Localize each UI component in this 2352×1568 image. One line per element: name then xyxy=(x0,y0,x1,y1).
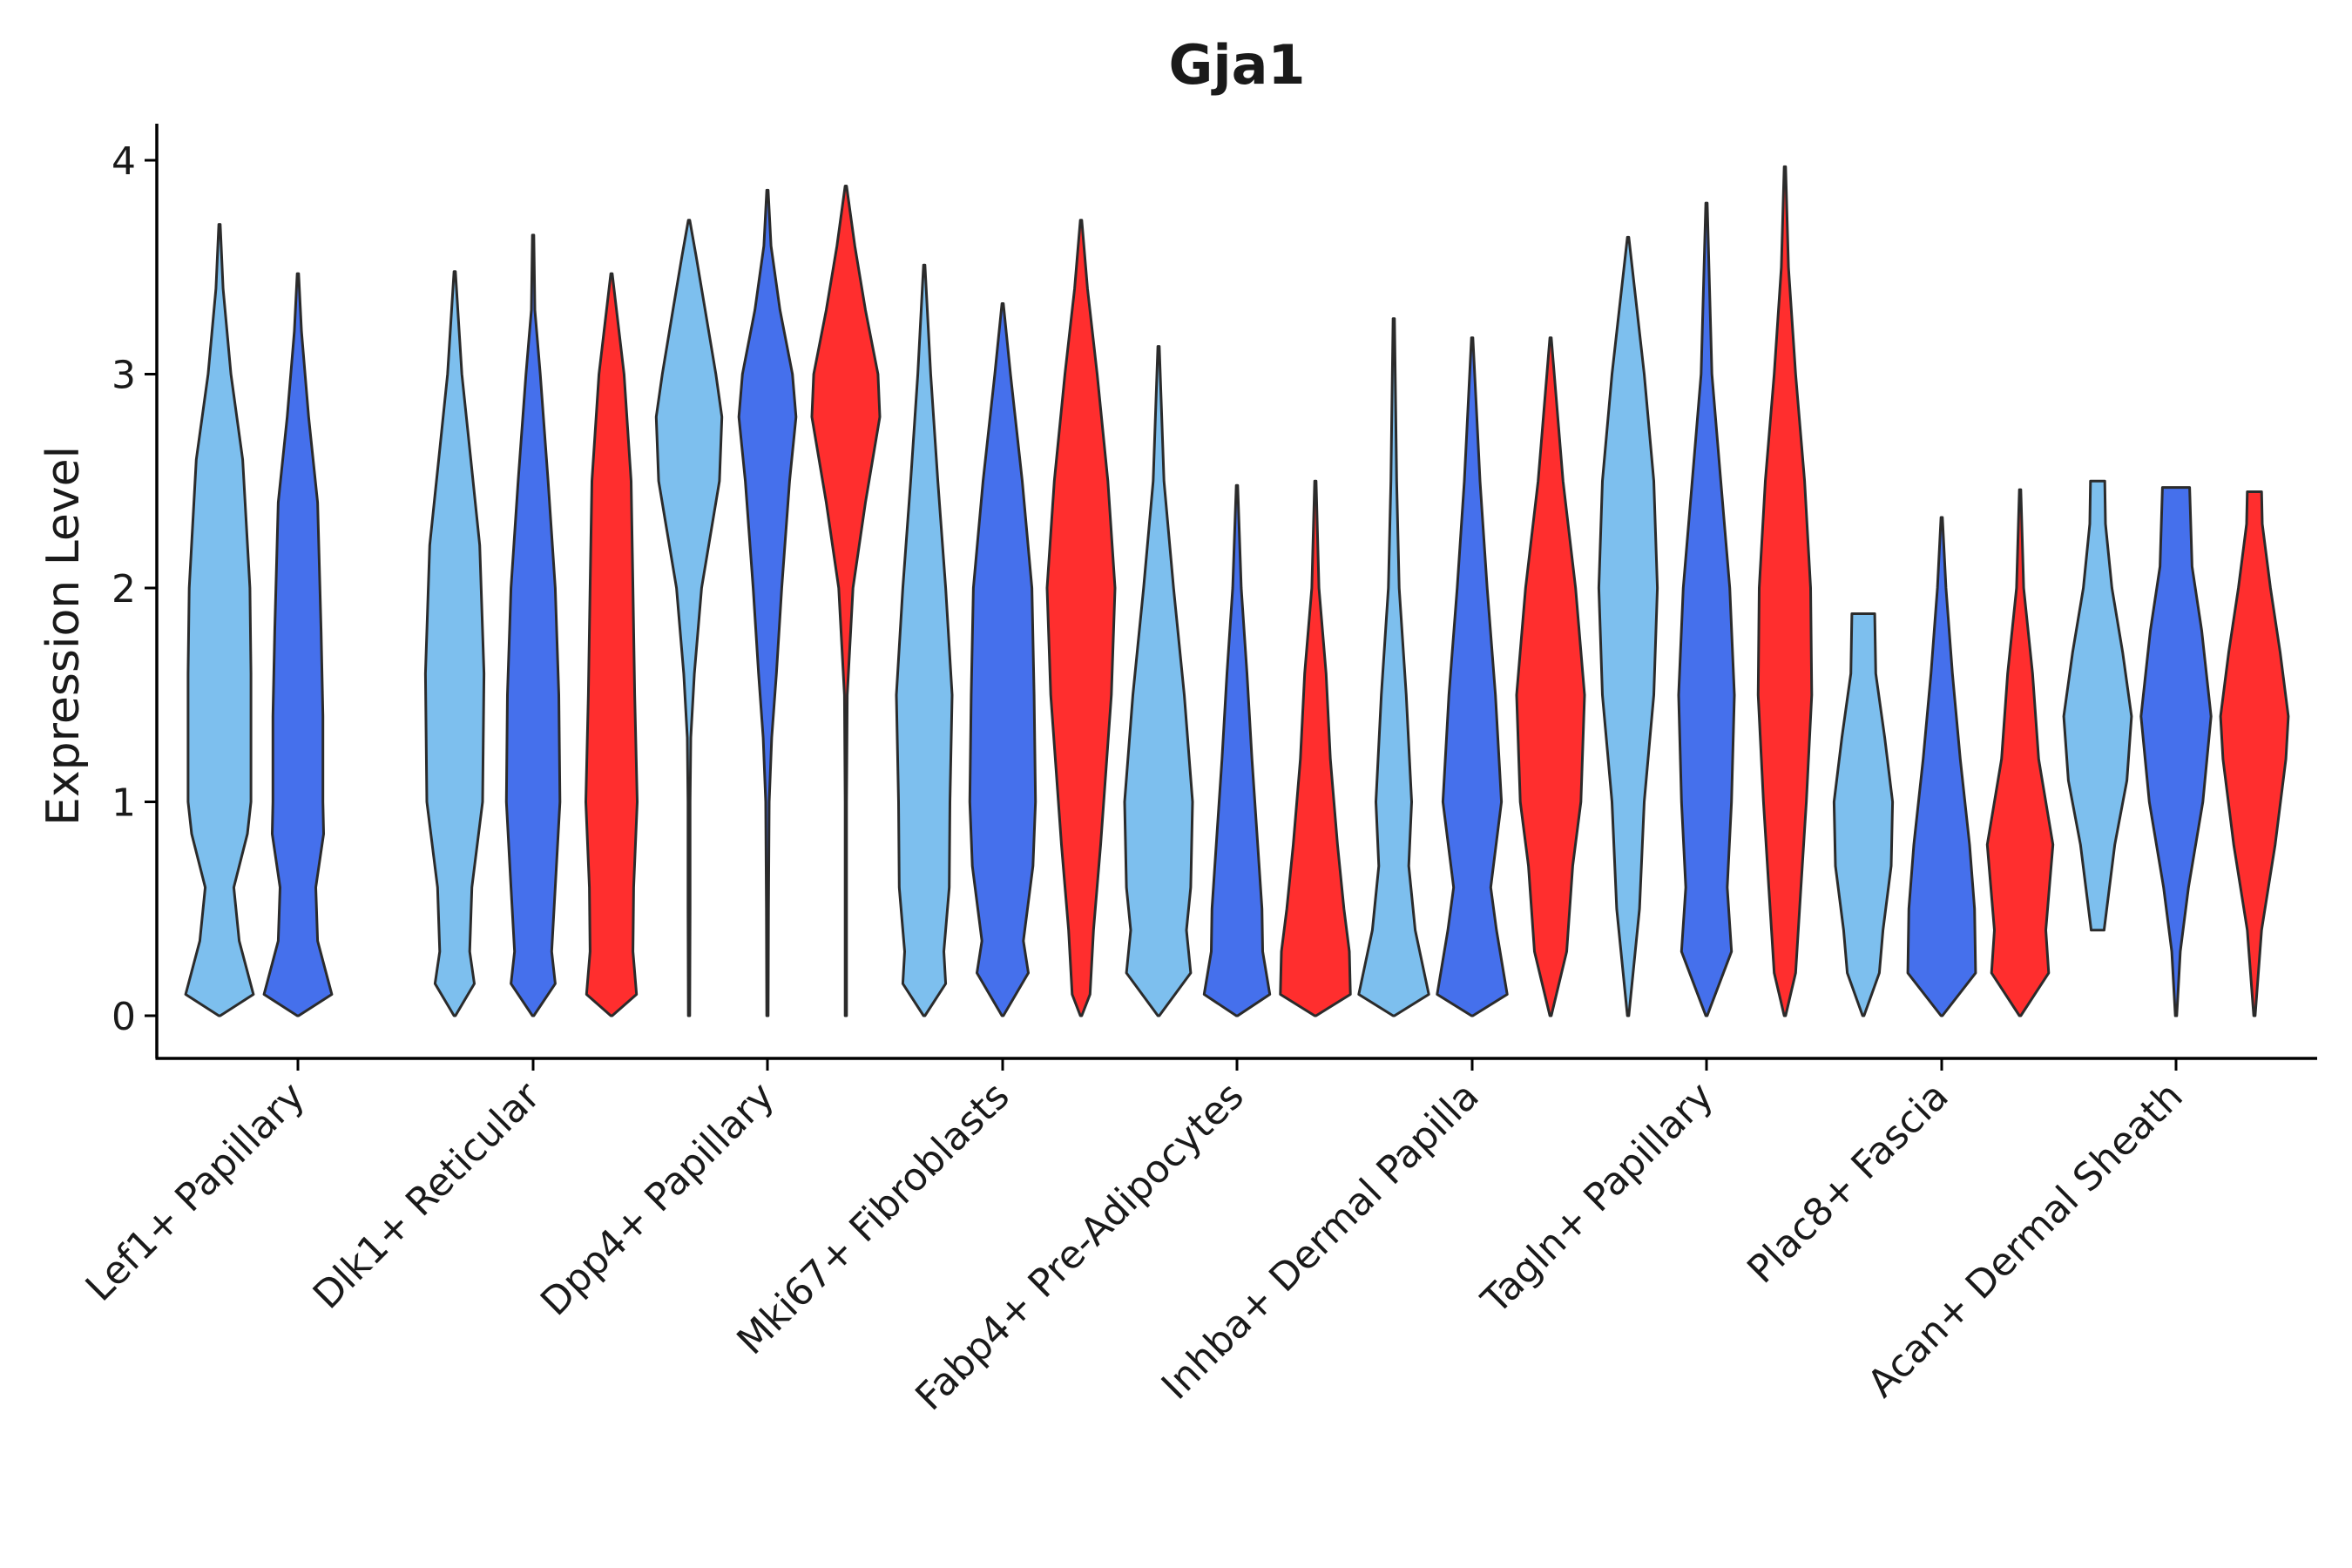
category-label: Dlk1+ Reticular xyxy=(305,1073,550,1318)
violin-6-series-0 xyxy=(1597,235,1659,1017)
y-tick-label-3: 3 xyxy=(112,354,136,398)
violin-5-series-0 xyxy=(1357,317,1430,1017)
violin-8-series-0 xyxy=(2062,479,2133,932)
y-tick-label-2: 2 xyxy=(112,567,136,612)
violin-3-series-1 xyxy=(968,302,1037,1017)
category-label: Dpp4+ Papillary xyxy=(532,1074,783,1325)
violin-2-series-2 xyxy=(810,185,882,1017)
violin-0-series-1 xyxy=(262,272,334,1017)
violin-1-series-2 xyxy=(585,272,639,1017)
violin-4-series-0 xyxy=(1123,345,1194,1017)
violin-7-series-2 xyxy=(1985,488,2055,1017)
violin-5-series-2 xyxy=(1515,336,1586,1017)
violins-layer xyxy=(184,165,2290,1017)
violin-8-series-1 xyxy=(2139,486,2213,1017)
violin-1-series-1 xyxy=(504,233,562,1017)
y-tick-label-4: 4 xyxy=(112,139,136,184)
violin-1-series-0 xyxy=(423,270,486,1017)
violin-6-series-1 xyxy=(1677,201,1736,1017)
violin-5-series-1 xyxy=(1436,336,1509,1017)
violin-0-series-0 xyxy=(184,223,255,1017)
category-label: Lef1+ Papillary xyxy=(78,1074,314,1310)
violin-7-series-0 xyxy=(1832,612,1895,1017)
violin-8-series-2 xyxy=(2219,490,2290,1017)
violin-6-series-2 xyxy=(1756,165,1814,1017)
category-label: Tagln+ Papillary xyxy=(1473,1074,1722,1323)
violin-3-series-0 xyxy=(895,263,954,1017)
violin-4-series-2 xyxy=(1279,479,1352,1017)
y-tick-label-1: 1 xyxy=(112,781,136,826)
chart-title: Gja1 xyxy=(1168,33,1305,97)
violin-7-series-1 xyxy=(1906,516,1977,1017)
violin-2-series-0 xyxy=(654,219,724,1017)
violin-4-series-1 xyxy=(1202,483,1272,1017)
y-tick-label-0: 0 xyxy=(112,995,136,1039)
violin-2-series-1 xyxy=(737,188,798,1017)
category-label: Plac8+ Fascia xyxy=(1739,1074,1957,1293)
y-axis-title: Expression Level xyxy=(37,446,90,826)
violin-3-series-2 xyxy=(1045,219,1117,1017)
